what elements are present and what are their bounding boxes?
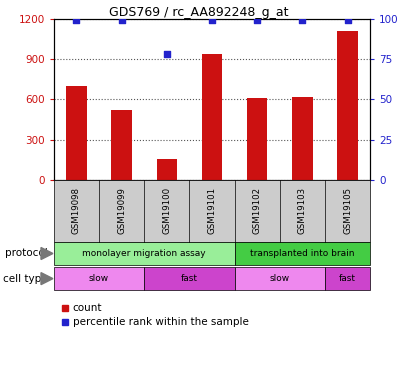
Text: GSM19101: GSM19101 xyxy=(207,188,217,234)
Point xyxy=(118,17,125,23)
Point xyxy=(299,17,306,23)
Text: slow: slow xyxy=(89,274,109,283)
Bar xyxy=(202,54,222,180)
Text: slow: slow xyxy=(270,274,290,283)
Text: cell type: cell type xyxy=(3,274,48,284)
Point xyxy=(209,17,215,23)
Text: fast: fast xyxy=(181,274,198,283)
Text: GSM19100: GSM19100 xyxy=(162,188,171,234)
Point xyxy=(254,17,260,23)
Text: GSM19102: GSM19102 xyxy=(253,188,261,234)
Text: fast: fast xyxy=(339,274,356,283)
Bar xyxy=(247,98,267,180)
Point xyxy=(164,51,170,57)
Point xyxy=(344,17,351,23)
Bar xyxy=(66,86,86,180)
Text: monolayer migration assay: monolayer migration assay xyxy=(82,249,206,258)
Text: GSM19103: GSM19103 xyxy=(298,188,307,234)
Text: GSM19099: GSM19099 xyxy=(117,188,126,234)
Bar xyxy=(292,97,312,180)
Bar xyxy=(111,110,132,180)
Text: GSM19105: GSM19105 xyxy=(343,188,352,234)
Bar xyxy=(156,159,177,180)
Text: count: count xyxy=(73,303,102,313)
Text: transplanted into brain: transplanted into brain xyxy=(250,249,355,258)
Point xyxy=(73,17,80,23)
Bar xyxy=(338,31,358,180)
Text: GDS769 / rc_AA892248_g_at: GDS769 / rc_AA892248_g_at xyxy=(109,6,289,19)
Text: GSM19098: GSM19098 xyxy=(72,188,81,234)
Text: protocol: protocol xyxy=(5,249,48,258)
Text: percentile rank within the sample: percentile rank within the sample xyxy=(73,317,249,327)
